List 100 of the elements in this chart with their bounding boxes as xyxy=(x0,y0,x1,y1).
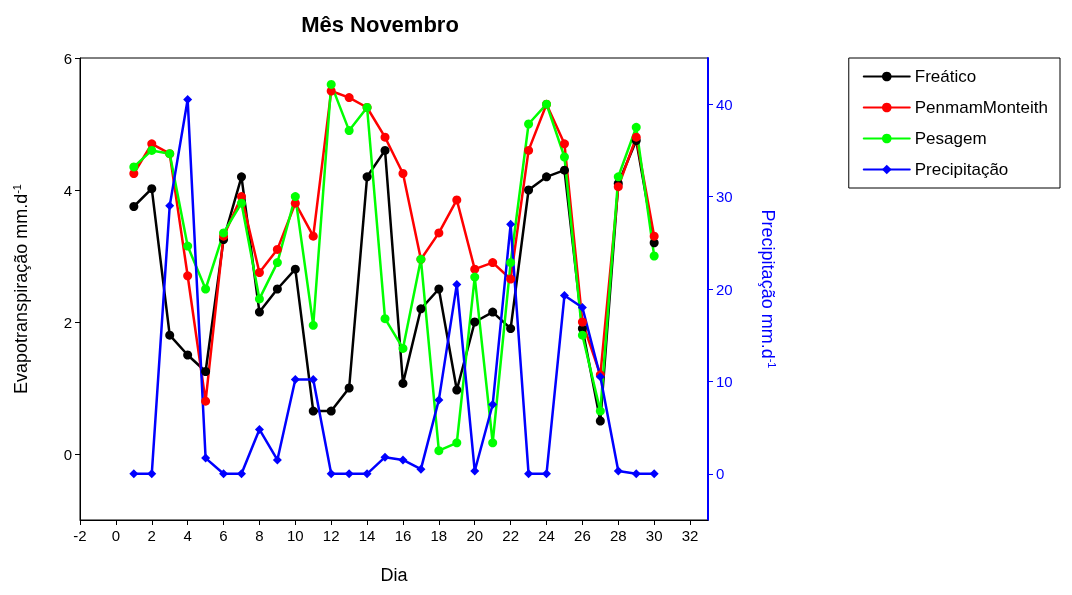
y2-tick-label: 0 xyxy=(716,465,725,483)
x-tick-label: 6 xyxy=(219,527,228,544)
point xyxy=(183,241,193,251)
x-tick-label: 8 xyxy=(255,527,264,544)
y-tick-label: 0 xyxy=(63,445,72,463)
chart-title: Mês Novembro xyxy=(301,11,459,37)
point xyxy=(506,258,516,268)
x-tick-label: 4 xyxy=(183,527,192,544)
x-tick-label: 2 xyxy=(147,527,156,544)
point xyxy=(470,272,480,282)
point xyxy=(201,396,211,406)
point xyxy=(165,330,175,340)
point xyxy=(577,317,587,327)
point xyxy=(344,126,354,136)
point xyxy=(524,185,534,195)
point xyxy=(236,198,246,208)
x-tick-label: 24 xyxy=(538,527,555,544)
point xyxy=(577,302,587,312)
legend-label: Pesagem xyxy=(914,129,987,148)
point xyxy=(631,132,641,142)
point xyxy=(129,202,139,211)
point xyxy=(147,145,157,155)
x-tick-label: 32 xyxy=(681,527,699,544)
point xyxy=(613,466,623,476)
point xyxy=(183,271,193,281)
point xyxy=(272,284,282,294)
point xyxy=(452,385,462,395)
point xyxy=(524,145,534,155)
legend-label: PenmamMonteith xyxy=(914,98,1049,117)
y2-axis-title: Precipitação mm.d-1 xyxy=(757,209,778,369)
point xyxy=(559,290,569,300)
point xyxy=(416,464,426,474)
point xyxy=(380,132,390,142)
point xyxy=(290,375,300,385)
point xyxy=(452,279,462,289)
point xyxy=(577,330,587,340)
point xyxy=(129,469,139,479)
point xyxy=(452,195,462,205)
point xyxy=(398,455,408,465)
x-tick-label: 18 xyxy=(430,527,448,544)
point xyxy=(380,314,390,324)
x-tick-label: 10 xyxy=(286,527,304,544)
legend-label: Freático xyxy=(914,67,977,86)
point xyxy=(326,79,336,89)
point xyxy=(183,350,193,360)
point xyxy=(506,219,516,229)
point xyxy=(470,264,480,274)
point xyxy=(631,469,641,479)
point xyxy=(254,307,264,317)
point xyxy=(147,184,157,194)
x-tick-label: 0 xyxy=(111,527,121,544)
x-tick-label: 30 xyxy=(645,527,663,544)
point xyxy=(470,317,480,327)
y-tick-label: 2 xyxy=(63,313,72,331)
point xyxy=(398,343,408,353)
point xyxy=(290,264,300,274)
point xyxy=(524,469,534,479)
point xyxy=(506,274,516,284)
point xyxy=(506,324,516,334)
point xyxy=(398,378,408,388)
point xyxy=(559,165,569,175)
point xyxy=(542,172,552,182)
point xyxy=(488,258,498,268)
point xyxy=(488,400,498,409)
x-tick-label: 26 xyxy=(574,527,591,544)
point xyxy=(254,424,264,434)
point xyxy=(434,284,444,294)
point xyxy=(362,172,372,182)
point xyxy=(559,139,569,149)
x-tick-label: -2 xyxy=(73,527,87,544)
point xyxy=(488,438,498,448)
point xyxy=(326,406,336,416)
point xyxy=(201,284,211,294)
y-tick-label: 4 xyxy=(63,181,72,199)
point xyxy=(326,469,336,479)
x-tick-label: 16 xyxy=(394,527,412,544)
y2-tick-label: 30 xyxy=(716,188,733,206)
point xyxy=(595,416,605,426)
point xyxy=(595,406,605,416)
point xyxy=(362,469,372,479)
point xyxy=(308,320,318,330)
point xyxy=(236,172,246,182)
y2-tick-label: 20 xyxy=(716,280,733,298)
point xyxy=(631,122,641,132)
x-tick-label: 14 xyxy=(358,527,376,544)
point xyxy=(434,446,444,456)
point xyxy=(308,406,318,416)
point xyxy=(398,169,408,178)
point xyxy=(380,145,390,155)
y-tick-label: 6 xyxy=(63,49,72,67)
point xyxy=(434,228,444,238)
point xyxy=(254,294,264,304)
point xyxy=(416,304,426,314)
point xyxy=(559,152,569,162)
point xyxy=(470,466,480,476)
point xyxy=(254,268,264,277)
point xyxy=(344,469,354,479)
point xyxy=(524,119,534,129)
point xyxy=(147,469,157,479)
x-axis-title: Dia xyxy=(380,565,409,585)
